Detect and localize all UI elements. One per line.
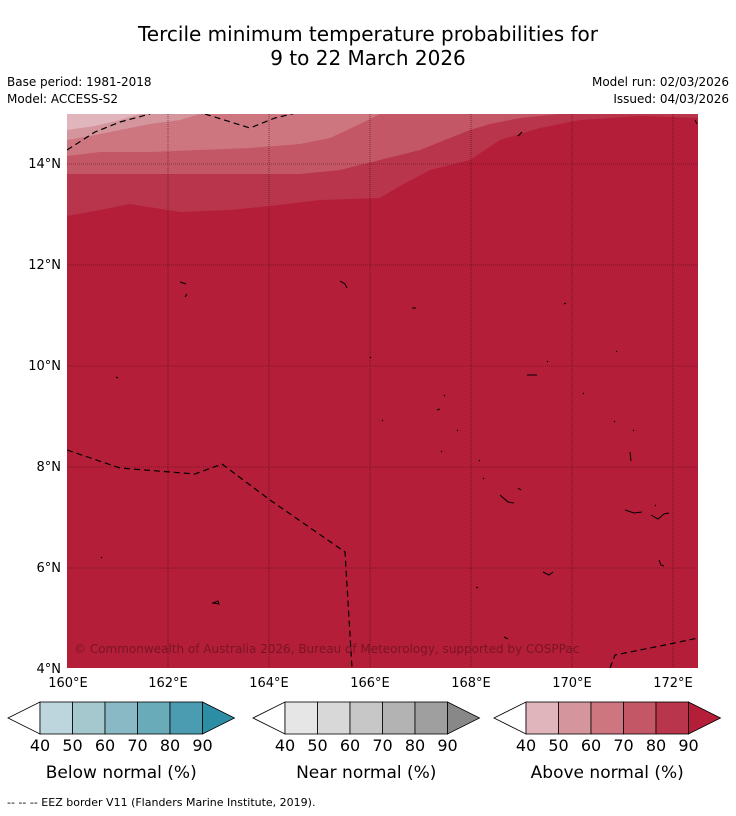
meta-left: Base period: 1981-2018 Model: ACCESS-S2 [7,74,152,108]
islands [100,119,698,640]
lat-label: 6°N [37,561,62,576]
lon-label: 160°E [48,676,88,691]
colorbar-extend-high [202,701,236,735]
colorbar-tick-label: 80 [405,736,425,755]
colorbar-segment [525,701,559,735]
lat-label: 4°N [37,662,62,677]
colorbar-tick-label: 40 [516,736,536,755]
colorbar-segment [72,701,106,735]
colorbar-segment [284,701,318,735]
map-figure: © Commonwealth of Australia 2026, Bureau… [7,114,722,783]
colorbar-tick-label: 70 [613,736,633,755]
colorbar-tick-label: 40 [275,736,295,755]
colorbar-tick-label: 90 [678,736,698,755]
lon-label: 168°E [451,676,491,691]
colorbar-tick-label: 70 [127,736,147,755]
lon-label: 162°E [148,676,188,691]
colorbar-tick-label: 60 [95,736,115,755]
above-normal-colorbar: 40 50 60 70 80 90 Above normal (%) [493,701,722,783]
chart-title: Tercile minimum temperature probabilitie… [0,22,736,70]
colorbar-segment [104,701,138,735]
lat-label: 12°N [28,258,61,273]
lat-label: 10°N [28,359,61,374]
eez-footnote: -- -- -- EEZ border V11 (Flanders Marine… [7,796,316,809]
lat-axis: 14°N 12°N 10°N 8°N 6°N 4°N [28,157,61,677]
colorbar-segment [558,701,592,735]
lon-axis: 160°E 162°E 164°E 166°E 168°E 170°E 172°… [48,676,693,691]
copyright-notice: © Commonwealth of Australia 2026, Bureau… [74,642,579,656]
title-line-2: 9 to 22 March 2026 [270,46,466,70]
probability-field [67,114,698,668]
colorbar-extend-low [7,701,41,735]
issued-date: Issued: 04/03/2026 [613,92,729,106]
colorbar-title: Below normal (%) [46,763,197,783]
colorbar-segment [590,701,624,735]
colorbar-segment [169,701,203,735]
colorbar-segment [382,701,416,735]
eez-borders [67,114,698,668]
colorbar-legends: 40 50 60 70 80 90 Below normal (%) 40 50 60 70 80 90… [7,701,722,783]
lat-label: 8°N [37,460,62,475]
colorbar-segment [623,701,657,735]
colorbar-segment [317,701,351,735]
colorbar-tick-label: 80 [646,736,666,755]
lon-label: 164°E [249,676,289,691]
colorbar-tick-label: 50 [62,736,82,755]
lon-label: 170°E [552,676,592,691]
colorbar-tick-label: 80 [160,736,180,755]
colorbar-tick-label: 90 [192,736,212,755]
colorbar-tick-label: 60 [340,736,360,755]
colorbar-tick-label: 90 [437,736,457,755]
field-band-40 [67,114,140,130]
graticule [67,114,698,668]
meta-right: Model run: 02/03/2026 Issued: 04/03/2026 [592,74,729,108]
colorbar-segment [414,701,448,735]
lon-label: 172°E [653,676,693,691]
colorbar-tick-label: 70 [372,736,392,755]
model-name: Model: ACCESS-S2 [7,92,119,106]
colorbar-tick-label: 40 [30,736,50,755]
colorbar-segment [137,701,171,735]
colorbar-extend-low [252,701,286,735]
colorbar-tick-label: 50 [548,736,568,755]
colorbar-tick-label: 60 [581,736,601,755]
model-run: Model run: 02/03/2026 [591,75,729,89]
colorbar-extend-high [447,701,481,735]
base-period: Base period: 1981-2018 [7,75,152,89]
colorbar-title: Near normal (%) [296,763,436,783]
colorbar-extend-high [688,701,722,735]
colorbar-title: Above normal (%) [531,763,684,783]
colorbar-segment [655,701,689,735]
title-line-1: Tercile minimum temperature probabilitie… [137,22,599,46]
colorbar-extend-low [493,701,527,735]
lon-label: 166°E [350,676,390,691]
lat-label: 14°N [28,157,61,172]
colorbar-segment [349,701,383,735]
colorbar-tick-label: 50 [307,736,327,755]
below-normal-colorbar: 40 50 60 70 80 90 Below normal (%) [7,701,236,783]
colorbar-segment [39,701,73,735]
